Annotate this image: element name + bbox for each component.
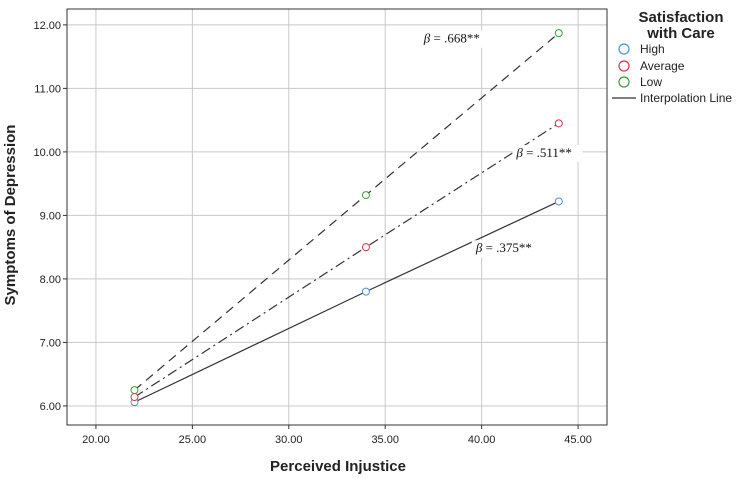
- x-tick-label: 40.00: [468, 434, 496, 446]
- y-tick-label: 10.00: [33, 147, 61, 159]
- y-tick-label: 7.00: [40, 337, 61, 349]
- legend-title-line-1: Satisfaction: [638, 9, 723, 26]
- legend-title-line-2: with Care: [646, 25, 715, 42]
- series-line-average: [134, 122, 560, 398]
- beta-annotation-average: β = .511**: [515, 145, 572, 160]
- annotations: β = .668**β = .511**β = .375**: [419, 30, 583, 258]
- legend-label: Interpolation Line: [640, 91, 732, 105]
- annotation-background: [471, 240, 542, 258]
- beta-annotation-low: β = .668**: [423, 31, 480, 46]
- data-point-average: [130, 393, 139, 402]
- y-tick-label: 9.00: [40, 210, 61, 222]
- annotation-background: [419, 30, 490, 48]
- legend-marker-low: [618, 76, 630, 88]
- y-tick-label: 11.00: [34, 83, 61, 95]
- legend-marker-high: [618, 43, 630, 55]
- x-tick-label: 20.00: [82, 434, 110, 446]
- x-tick-label: 45.00: [564, 434, 592, 446]
- y-tick-label: 6.00: [40, 401, 61, 413]
- x-tick-label: 25.00: [179, 434, 207, 446]
- legend-marker-average: [618, 60, 630, 72]
- x-axis-title: Perceived Injustice: [270, 458, 406, 475]
- x-tick-label: 30.00: [275, 434, 303, 446]
- legend-label: Average: [640, 59, 685, 73]
- beta-symbol: β: [515, 145, 523, 160]
- data-point-high: [361, 287, 370, 296]
- x-axis-ticks: 20.00 25.00 30.00 35.00 40.00 45.00: [82, 425, 592, 446]
- data-point-average: [554, 119, 563, 128]
- series-line-low: [134, 32, 560, 391]
- data-point-average: [361, 243, 370, 252]
- data-point-low: [554, 29, 563, 38]
- series-line-high: [134, 200, 560, 403]
- y-tick-label: 8.00: [40, 274, 61, 286]
- data-point-low: [361, 191, 370, 200]
- legend: Satisfaction with Care High Average Low Int…: [612, 9, 732, 105]
- y-axis-ticks: 6.00 7.00 8.00 9.00 10.00 11.00 12.00: [33, 20, 67, 413]
- beta-value: = .511**: [523, 145, 572, 160]
- beta-symbol: β: [475, 240, 483, 255]
- data-point-low: [130, 386, 139, 395]
- legend-label: Low: [640, 75, 662, 89]
- legend-label: High: [640, 42, 665, 56]
- beta-annotation-high: β = .375**: [475, 240, 532, 255]
- series-layer: [130, 29, 563, 407]
- beta-value: = .375**: [482, 240, 532, 255]
- data-point-high: [554, 197, 563, 206]
- x-tick-label: 35.00: [371, 434, 399, 446]
- beta-symbol: β: [423, 31, 431, 46]
- annotation-background: [512, 144, 583, 162]
- y-axis-title: Symptoms of Depression: [2, 125, 19, 306]
- plot-area-frame: [66, 8, 608, 426]
- grid: [67, 9, 607, 425]
- beta-value: = .668**: [430, 31, 480, 46]
- y-tick-label: 12.00: [33, 20, 61, 32]
